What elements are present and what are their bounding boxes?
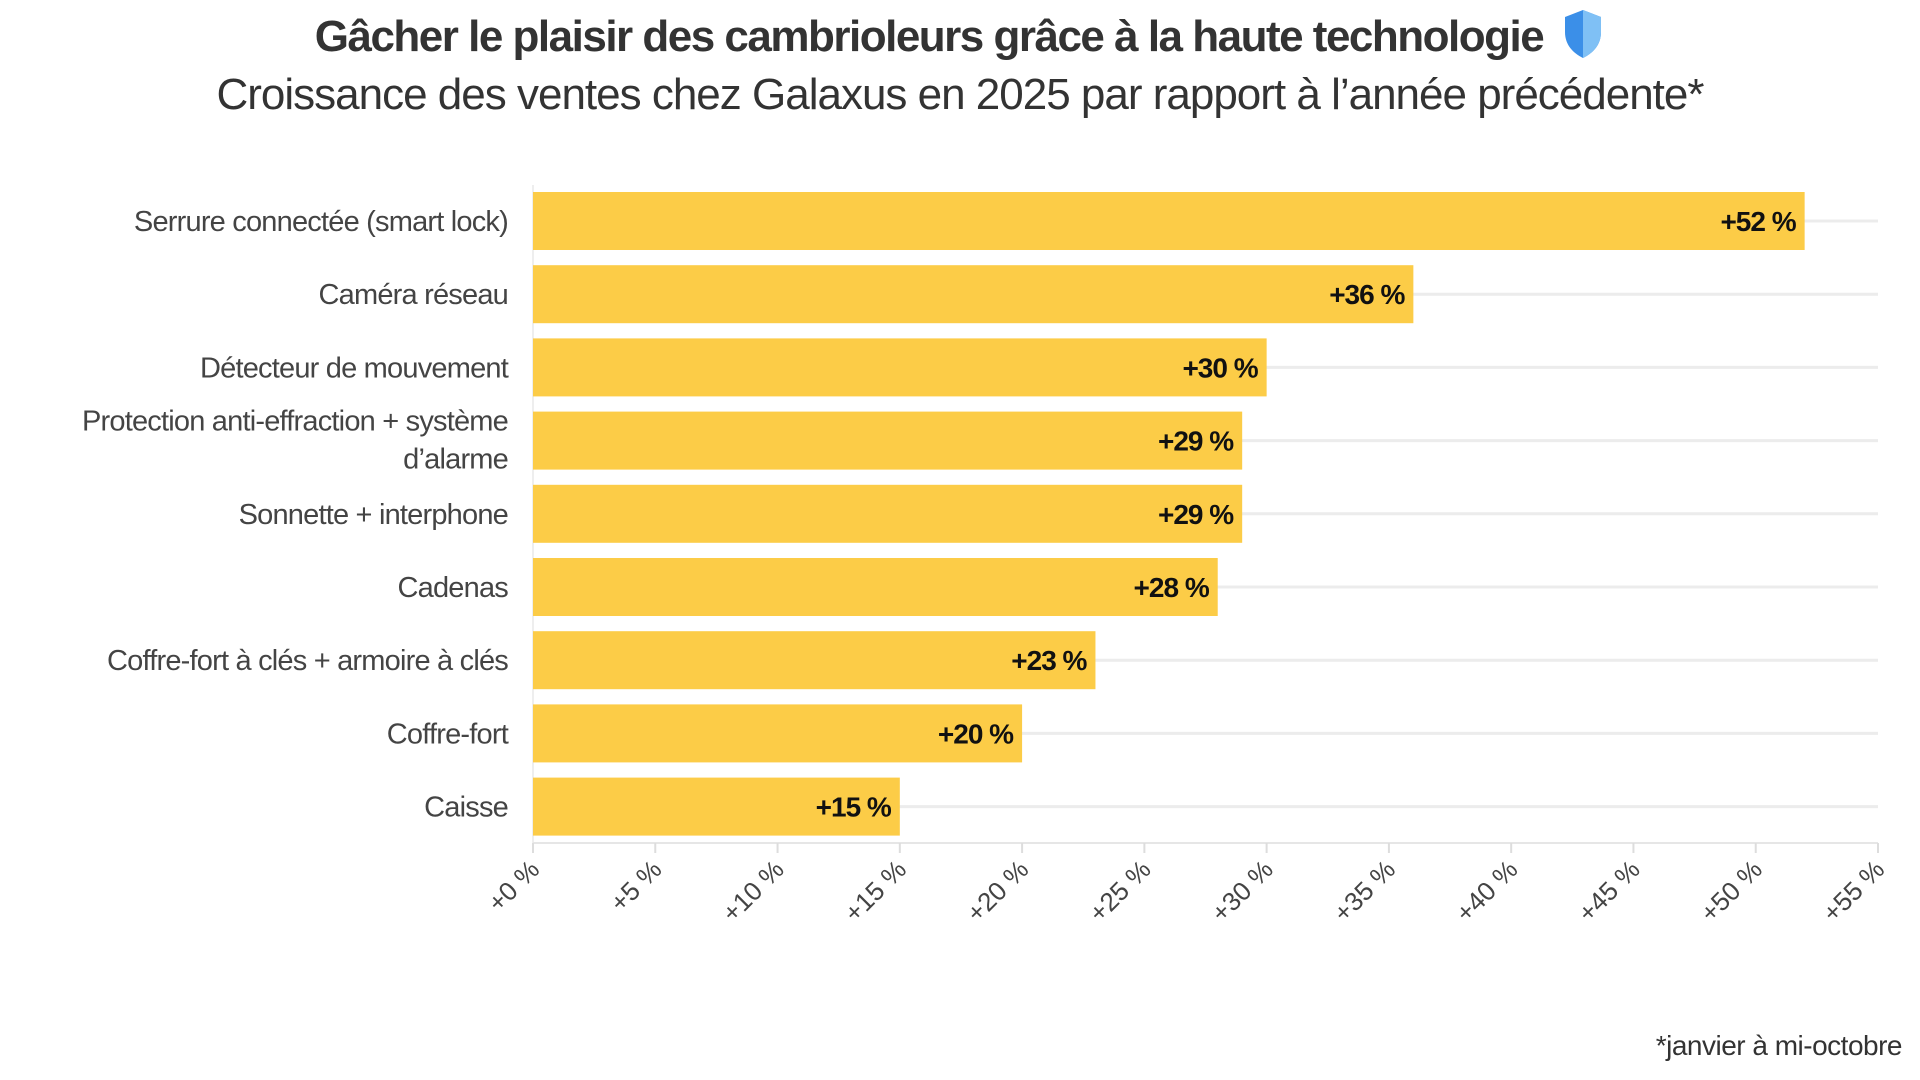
x-tick-label: +5 % xyxy=(604,854,668,918)
bar xyxy=(533,777,900,836)
bar xyxy=(533,338,1267,397)
x-tick-label: +40 % xyxy=(1450,854,1524,928)
bar xyxy=(533,704,1023,763)
category-label: Coffre-fort xyxy=(387,718,509,750)
category-label: Caisse xyxy=(424,792,508,824)
bar xyxy=(533,411,1243,470)
bar xyxy=(533,558,1218,616)
category-label: Coffre-fort à clés + armoire à clés xyxy=(107,645,508,677)
data-label: +29 % xyxy=(1158,426,1234,457)
chart-title: Gâcher le plaisir des cambrioleurs grâce… xyxy=(0,8,1920,71)
chart-subtitle: Croissance des ventes chez Galaxus en 20… xyxy=(216,70,1705,119)
x-tick-label: +15 % xyxy=(838,854,912,928)
x-tick-label: +0 % xyxy=(482,854,546,918)
x-tick-label: +35 % xyxy=(1327,854,1401,928)
bar xyxy=(533,192,1805,250)
data-label: +30 % xyxy=(1182,352,1258,383)
category-label: Sonnette + interphone xyxy=(239,499,508,531)
data-label: +29 % xyxy=(1158,499,1234,530)
category-label: Cadenas xyxy=(398,572,509,604)
category-label: Serrure connectée (smart lock) xyxy=(134,206,508,238)
data-label: +23 % xyxy=(1011,645,1087,676)
data-label: +36 % xyxy=(1329,279,1405,310)
x-tick-label: +55 % xyxy=(1816,854,1890,928)
data-label: +52 % xyxy=(1720,206,1796,237)
x-tick-label: +30 % xyxy=(1205,854,1279,928)
category-label: Détecteur de mouvement xyxy=(200,352,509,384)
x-tick-label: +45 % xyxy=(1572,854,1646,928)
footnote: *janvier à mi-octobre xyxy=(1655,1030,1903,1061)
shield-icon xyxy=(1561,8,1605,71)
category-label: Protection anti-effraction + système d’al… xyxy=(82,406,508,476)
data-label: +28 % xyxy=(1134,572,1210,603)
bar xyxy=(533,631,1096,690)
category-label: Caméra réseau xyxy=(319,279,508,311)
x-tick-label: +25 % xyxy=(1083,854,1157,928)
chart-title-text: Gâcher le plaisir des cambrioleurs grâce… xyxy=(314,12,1545,62)
bar xyxy=(533,265,1414,324)
data-label: +20 % xyxy=(938,718,1014,749)
x-tick-label: +10 % xyxy=(716,854,790,928)
x-tick-label: +20 % xyxy=(960,854,1034,928)
data-label: +15 % xyxy=(816,792,892,823)
bar xyxy=(533,484,1243,543)
x-tick-label: +50 % xyxy=(1694,854,1768,928)
